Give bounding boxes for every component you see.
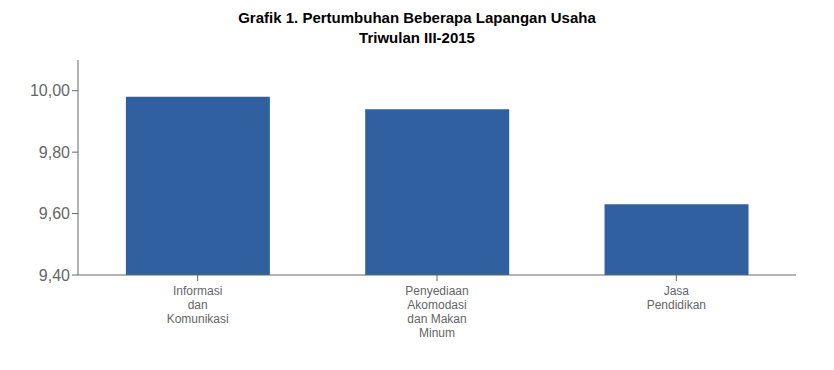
svg-text:9,60: 9,60 — [39, 205, 70, 222]
svg-text:InformasidanKomunikasi: InformasidanKomunikasi — [167, 284, 229, 326]
html-text:Triwulan III-2015: Triwulan III-2015 — [359, 29, 475, 46]
svg-text:10,00: 10,00 — [30, 82, 70, 99]
svg-text:9,80: 9,80 — [39, 144, 70, 161]
svg-text:9,40: 9,40 — [39, 267, 70, 284]
svg-text:PenyediaanAkomodasidan MakanMi: PenyediaanAkomodasidan MakanMinum — [405, 284, 468, 340]
svg-text:JasaPendidikan: JasaPendidikan — [647, 284, 706, 312]
html-text:Grafik 1. Pertumbuhan Beberapa: Grafik 1. Pertumbuhan Beberapa Lapangan … — [238, 9, 596, 26]
